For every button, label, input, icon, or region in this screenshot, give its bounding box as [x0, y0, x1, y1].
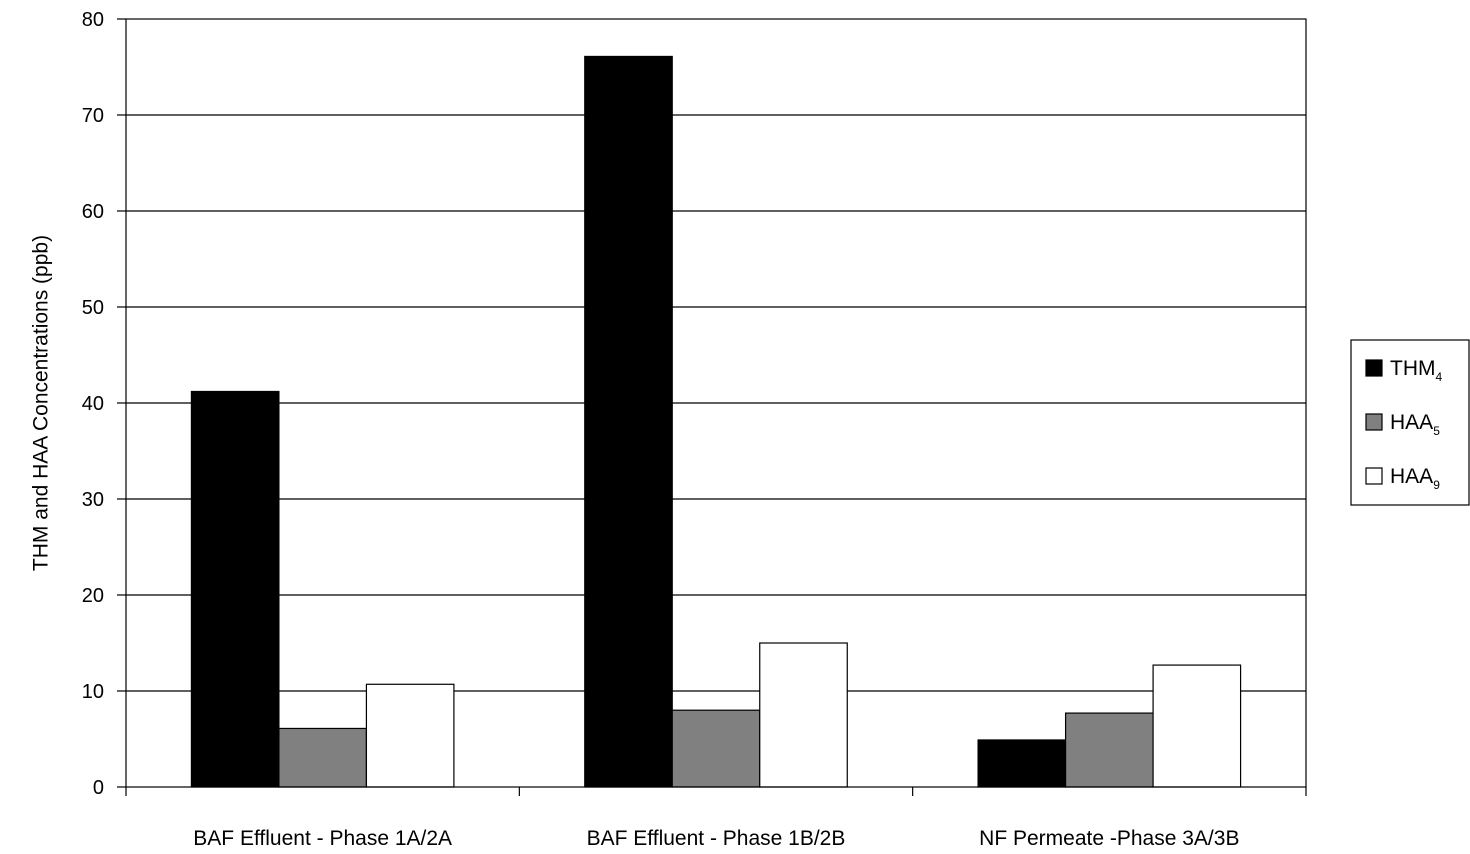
y-tick-label: 30 — [82, 489, 104, 511]
x-axis: BAF Effluent - Phase 1A/2A BAF Effluent -… — [125, 787, 1307, 850]
legend-entry: HAA5 — [1390, 411, 1440, 438]
y-tick-label: 40 — [82, 393, 104, 415]
y-axis-title: THM and HAA Concentrations (ppb) — [29, 235, 52, 571]
gridlines — [126, 114, 1306, 692]
y-tick-label: 10 — [82, 681, 104, 703]
x-category-label: BAF Effluent - Phase 1B/2B — [587, 827, 846, 850]
bars — [190, 55, 1242, 788]
y-tick-label: 20 — [82, 585, 104, 607]
y-tick-label: 80 — [82, 9, 104, 31]
y-tick-label: 60 — [82, 201, 104, 223]
bar — [278, 727, 368, 788]
legend-entry: THM4 — [1390, 357, 1443, 384]
y-axis: 0 10 20 30 40 50 60 70 80 — [82, 9, 126, 799]
y-tick-label: 70 — [82, 105, 104, 127]
bar — [1064, 712, 1154, 788]
plot-frame — [125, 18, 1307, 788]
legend-swatch — [1365, 467, 1383, 485]
bar — [365, 683, 455, 788]
bar — [190, 390, 280, 788]
bar — [1152, 664, 1242, 788]
x-category-label: BAF Effluent - Phase 1A/2A — [193, 827, 452, 850]
legend-entry: HAA9 — [1390, 465, 1440, 492]
y-tick-label: 50 — [82, 297, 104, 319]
bar — [671, 709, 761, 788]
legend-swatch — [1365, 359, 1383, 377]
bar — [759, 642, 848, 788]
y-tick-label: 0 — [93, 777, 104, 799]
x-category-label: NF Permeate -Phase 3A/3B — [979, 827, 1239, 850]
legend-swatch — [1365, 413, 1383, 431]
bar — [584, 55, 673, 788]
bar — [977, 739, 1067, 788]
legend: THM4 HAA5 HAA9 — [1350, 339, 1470, 506]
